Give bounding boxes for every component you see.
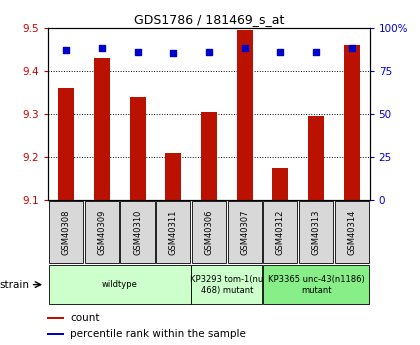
- Bar: [344, 45, 360, 200]
- Bar: [263, 201, 297, 263]
- Bar: [228, 201, 262, 263]
- Bar: [263, 265, 369, 305]
- Point: [312, 49, 319, 55]
- Bar: [129, 97, 146, 200]
- Bar: [156, 201, 190, 263]
- Bar: [308, 116, 324, 200]
- Bar: [335, 201, 369, 263]
- Text: GSM40308: GSM40308: [62, 209, 71, 255]
- Text: GSM40306: GSM40306: [205, 209, 213, 255]
- Bar: [236, 30, 253, 200]
- Point: [170, 51, 177, 56]
- Point: [134, 49, 141, 55]
- Text: GSM40307: GSM40307: [240, 209, 249, 255]
- Point: [98, 46, 105, 51]
- Bar: [192, 265, 262, 305]
- Text: GSM40312: GSM40312: [276, 209, 285, 255]
- Point: [277, 49, 284, 55]
- Text: count: count: [70, 313, 100, 323]
- Text: GSM40314: GSM40314: [347, 209, 356, 255]
- Bar: [47, 317, 63, 319]
- Bar: [272, 168, 289, 200]
- Title: GDS1786 / 181469_s_at: GDS1786 / 181469_s_at: [134, 13, 284, 27]
- Bar: [85, 201, 119, 263]
- Point: [63, 47, 70, 53]
- Bar: [58, 88, 74, 200]
- Text: GSM40311: GSM40311: [169, 209, 178, 255]
- Text: KP3365 unc-43(n1186)
mutant: KP3365 unc-43(n1186) mutant: [268, 275, 365, 295]
- Text: GSM40309: GSM40309: [97, 209, 106, 255]
- Point: [241, 46, 248, 51]
- Point: [349, 46, 355, 51]
- Bar: [165, 152, 181, 200]
- Bar: [299, 201, 333, 263]
- Bar: [192, 201, 226, 263]
- Text: wildtype: wildtype: [102, 280, 138, 289]
- Point: [206, 49, 212, 55]
- Bar: [121, 201, 155, 263]
- Bar: [49, 201, 83, 263]
- Bar: [49, 265, 191, 305]
- Text: strain: strain: [0, 280, 29, 289]
- Text: KP3293 tom-1(nu
468) mutant: KP3293 tom-1(nu 468) mutant: [190, 275, 263, 295]
- Text: GSM40310: GSM40310: [133, 209, 142, 255]
- Text: percentile rank within the sample: percentile rank within the sample: [70, 329, 246, 339]
- Bar: [94, 58, 110, 200]
- Text: GSM40313: GSM40313: [312, 209, 320, 255]
- Bar: [47, 333, 63, 335]
- Bar: [201, 112, 217, 200]
